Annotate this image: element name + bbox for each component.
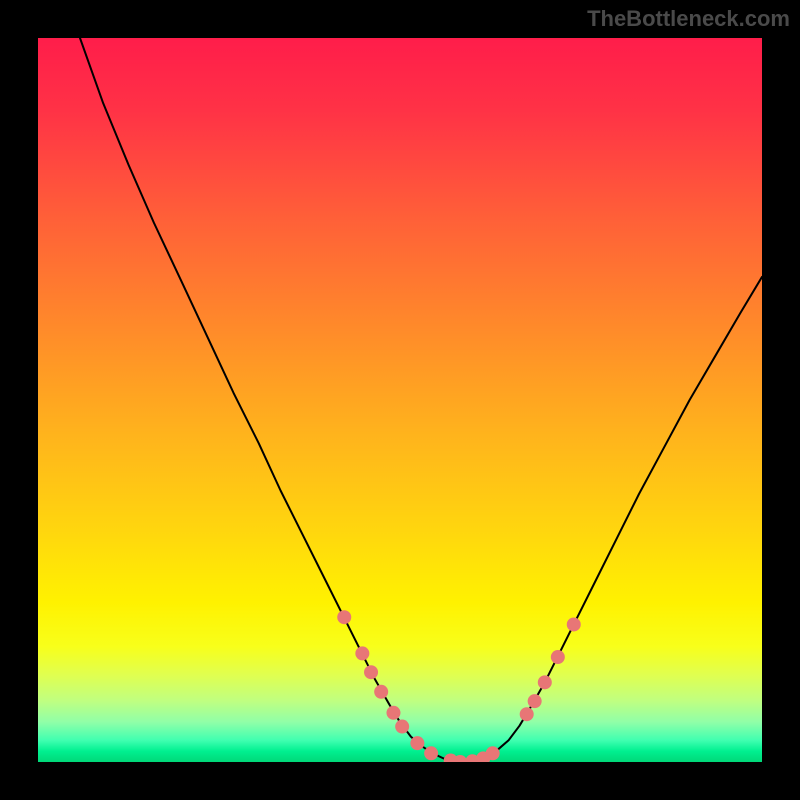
data-marker bbox=[410, 736, 424, 750]
data-marker bbox=[386, 706, 400, 720]
data-marker bbox=[337, 610, 351, 624]
data-marker bbox=[374, 685, 388, 699]
data-marker bbox=[355, 646, 369, 660]
plot-svg bbox=[38, 38, 762, 762]
data-marker bbox=[538, 675, 552, 689]
gradient-background bbox=[38, 38, 762, 762]
data-marker bbox=[486, 746, 500, 760]
data-marker bbox=[424, 746, 438, 760]
watermark-text: TheBottleneck.com bbox=[587, 6, 790, 32]
data-marker bbox=[520, 707, 534, 721]
data-marker bbox=[395, 720, 409, 734]
data-marker bbox=[528, 694, 542, 708]
data-marker bbox=[567, 617, 581, 631]
plot-area bbox=[38, 38, 762, 762]
chart-container: TheBottleneck.com bbox=[0, 0, 800, 800]
data-marker bbox=[551, 650, 565, 664]
data-marker bbox=[364, 665, 378, 679]
